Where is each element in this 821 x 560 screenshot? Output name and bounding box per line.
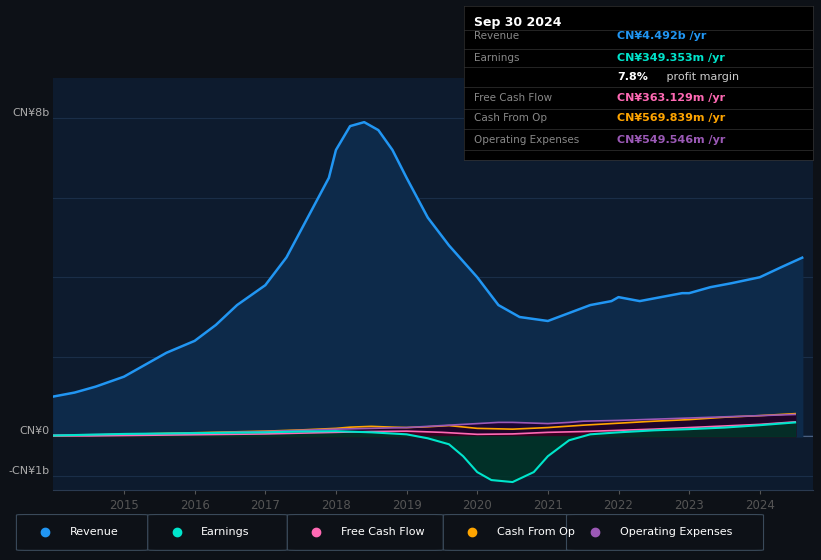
Text: CN¥569.839m /yr: CN¥569.839m /yr — [617, 113, 726, 123]
Text: Cash From Op: Cash From Op — [475, 113, 548, 123]
Text: 7.8%: 7.8% — [617, 72, 649, 82]
Text: -CN¥1b: -CN¥1b — [8, 466, 49, 476]
FancyBboxPatch shape — [148, 515, 287, 550]
FancyBboxPatch shape — [16, 515, 148, 550]
Text: Operating Expenses: Operating Expenses — [620, 527, 732, 537]
Text: CN¥8b: CN¥8b — [12, 108, 49, 118]
Text: Sep 30 2024: Sep 30 2024 — [475, 16, 562, 29]
FancyBboxPatch shape — [566, 515, 764, 550]
Text: Earnings: Earnings — [475, 53, 520, 63]
FancyBboxPatch shape — [287, 515, 443, 550]
FancyBboxPatch shape — [443, 515, 575, 550]
Text: Free Cash Flow: Free Cash Flow — [475, 93, 553, 103]
Text: Earnings: Earnings — [201, 527, 250, 537]
Text: CN¥363.129m /yr: CN¥363.129m /yr — [617, 93, 726, 103]
Text: CN¥349.353m /yr: CN¥349.353m /yr — [617, 53, 725, 63]
Text: CN¥0: CN¥0 — [20, 426, 49, 436]
Text: CN¥549.546m /yr: CN¥549.546m /yr — [617, 134, 726, 144]
Text: Cash From Op: Cash From Op — [497, 527, 575, 537]
Text: Operating Expenses: Operating Expenses — [475, 134, 580, 144]
Text: Revenue: Revenue — [70, 527, 118, 537]
Text: profit margin: profit margin — [663, 72, 739, 82]
Text: Revenue: Revenue — [475, 31, 520, 41]
Text: CN¥4.492b /yr: CN¥4.492b /yr — [617, 31, 707, 41]
Text: Free Cash Flow: Free Cash Flow — [341, 527, 424, 537]
